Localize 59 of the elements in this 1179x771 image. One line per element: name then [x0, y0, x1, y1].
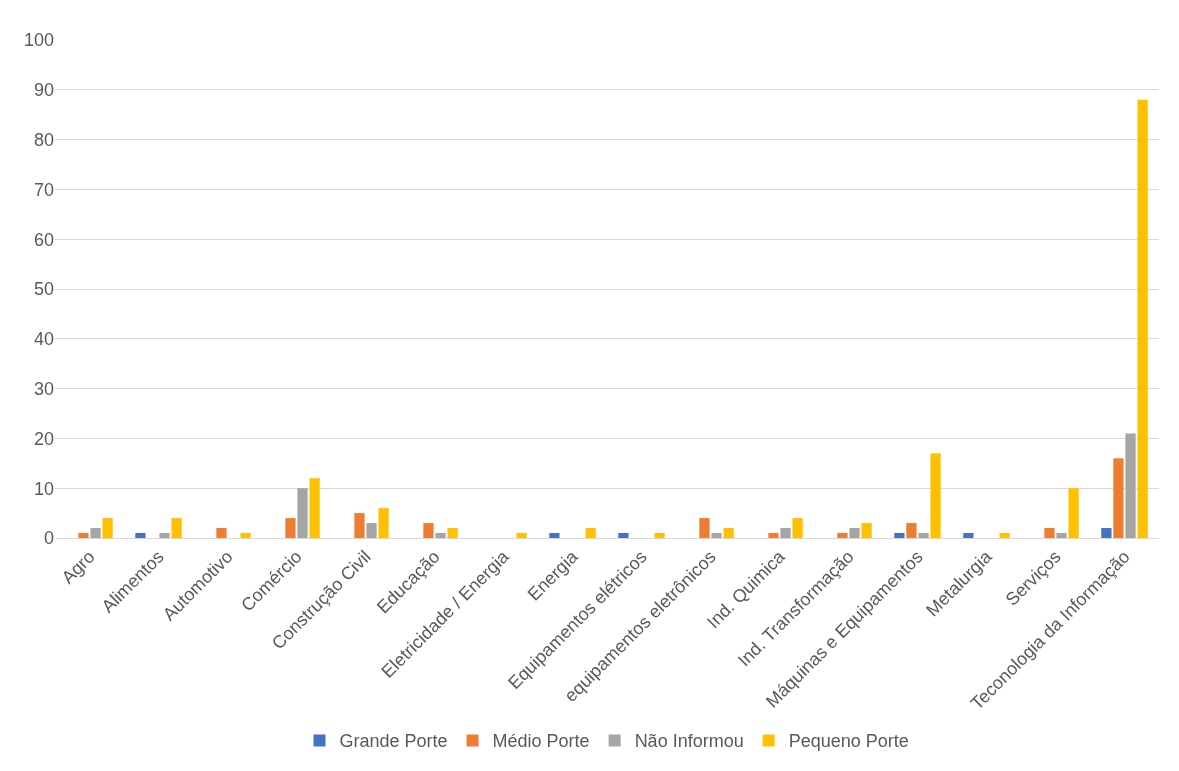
bar [378, 508, 389, 538]
legend-label: Não Informou [634, 731, 744, 752]
bar [837, 533, 848, 538]
bar [849, 528, 860, 538]
bar [102, 518, 113, 538]
bar [240, 533, 251, 538]
bar [918, 533, 929, 538]
bar [723, 528, 734, 538]
legend-label: Médio Porte [492, 731, 590, 752]
bar [354, 513, 365, 538]
y-tick-label: 30 [33, 378, 54, 399]
y-tick-label: 70 [33, 179, 54, 200]
bar [654, 533, 665, 538]
bar [906, 523, 917, 538]
bar [699, 518, 710, 538]
bar [1056, 533, 1067, 538]
bar [894, 533, 905, 538]
y-tick-label: 20 [33, 428, 54, 449]
legend-label: Grande Porte [339, 731, 448, 752]
bar [1113, 458, 1124, 538]
bar [1068, 488, 1079, 538]
bar [963, 533, 974, 538]
bar [768, 533, 779, 538]
y-tick-label: 0 [43, 528, 54, 549]
bar [618, 533, 629, 538]
bar [711, 533, 722, 538]
legend-label: Pequeno Porte [788, 731, 909, 752]
bar [780, 528, 791, 538]
y-tick-label: 60 [33, 229, 54, 250]
bar [135, 533, 146, 538]
y-tick-label: 10 [33, 478, 54, 499]
bar [447, 528, 458, 538]
bar [516, 533, 527, 538]
bar [216, 528, 227, 538]
bar [930, 453, 941, 538]
bar [999, 533, 1010, 538]
bar [366, 523, 377, 538]
bar [90, 528, 101, 538]
y-tick-label: 100 [23, 30, 54, 51]
y-tick-label: 40 [33, 329, 54, 350]
y-tick-label: 90 [33, 80, 54, 101]
bar [1137, 99, 1148, 538]
bar [285, 518, 296, 538]
y-tick-label: 50 [33, 279, 54, 300]
bar [1044, 528, 1055, 538]
bar [1125, 433, 1136, 538]
bar [435, 533, 446, 538]
bar [792, 518, 803, 538]
bar [171, 518, 182, 538]
bar [309, 478, 320, 538]
y-tick-label: 80 [33, 129, 54, 150]
bar [297, 488, 308, 538]
bar [1101, 528, 1112, 538]
bar [861, 523, 872, 538]
bar [549, 533, 560, 538]
bar [585, 528, 596, 538]
bar [78, 533, 89, 538]
bar [423, 523, 434, 538]
bar [159, 533, 170, 538]
